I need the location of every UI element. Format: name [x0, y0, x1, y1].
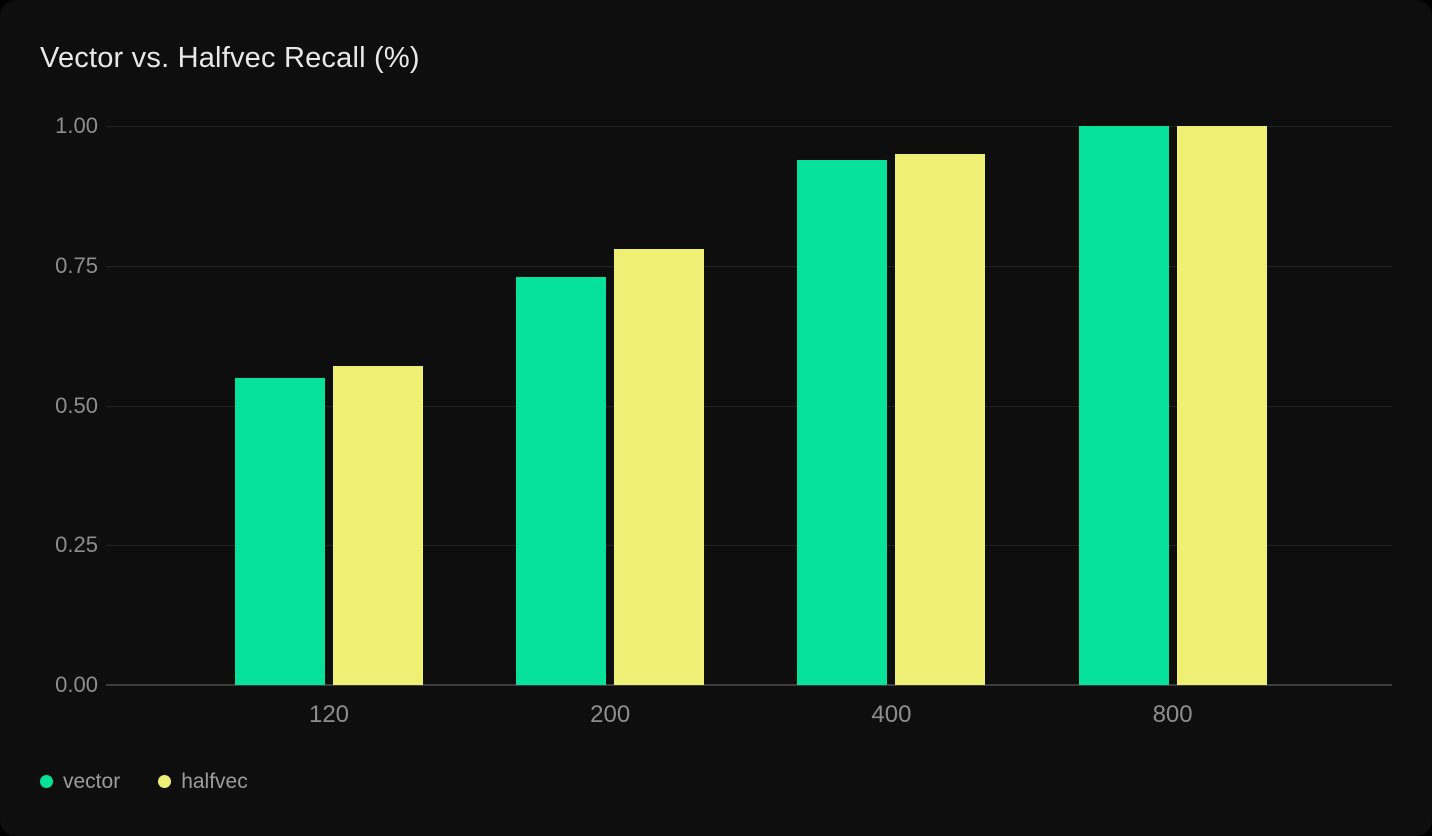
bar-halfvec-800[interactable]: [1176, 126, 1267, 685]
bar-halfvec-400[interactable]: [895, 153, 986, 685]
bar-vector-800[interactable]: [1078, 126, 1169, 685]
plot-area: 0.00 0.25 0.50 0.75 1.00 120 200 400 800: [55, 115, 1392, 727]
bar-halfvec-200[interactable]: [614, 248, 705, 685]
x-axis-line: [106, 684, 1392, 686]
gridline-0.50: [106, 405, 1392, 407]
y-tick-label-0.75: 0.75: [55, 252, 98, 278]
bar-vector-120[interactable]: [235, 377, 325, 685]
gridline-0.75: [106, 265, 1392, 267]
y-tick-label-0.25: 0.25: [55, 532, 98, 558]
legend-item-halfvec[interactable]: halfvec: [158, 771, 248, 792]
legend-item-vector[interactable]: vector: [40, 771, 120, 792]
y-tick-label-0.00: 0.00: [55, 672, 98, 697]
legend-dot-halfvec: [158, 775, 172, 788]
legend-label-halfvec: halfvec: [181, 770, 248, 793]
legend-label-vector: vector: [63, 770, 121, 793]
gridline-1.00: [106, 126, 1392, 127]
gridline-0.25: [106, 545, 1392, 547]
bar-vector-200[interactable]: [516, 276, 607, 685]
chart-title: Vector vs. Halfvec Recall (%): [40, 42, 420, 74]
legend: vector halfvec: [40, 771, 248, 792]
x-tick-label-800: 800: [1152, 701, 1193, 728]
x-tick-label-400: 400: [871, 701, 912, 728]
legend-dot-vector: [40, 775, 53, 788]
bar-halfvec-120[interactable]: [333, 366, 423, 685]
y-tick-label-0.50: 0.50: [55, 392, 98, 418]
bar-vector-400[interactable]: [797, 159, 888, 685]
x-tick-label-120: 120: [308, 701, 350, 728]
y-tick-label-1.00: 1.00: [55, 113, 98, 138]
x-tick-label-200: 200: [590, 701, 631, 728]
